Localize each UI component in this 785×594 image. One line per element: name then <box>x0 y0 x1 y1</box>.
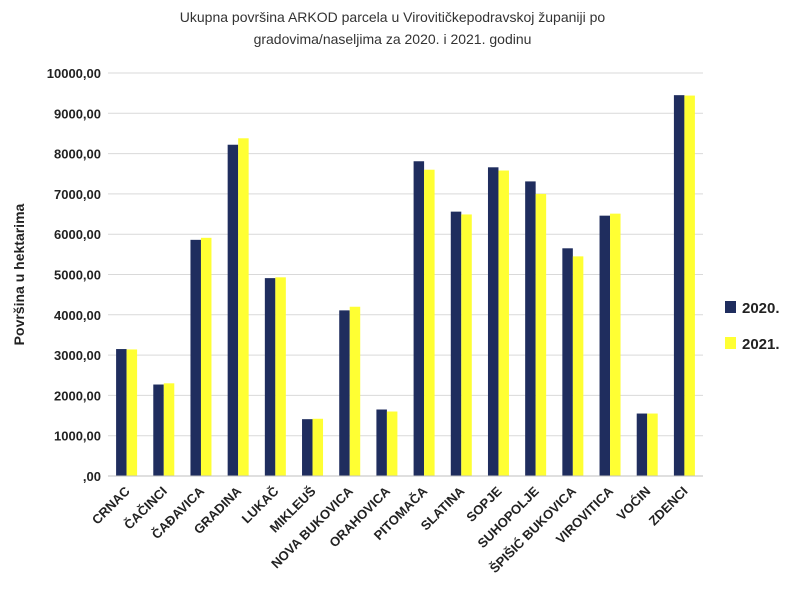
bar-series-1 <box>413 161 425 476</box>
bar-series-2 <box>386 411 398 476</box>
bar-series-1 <box>562 248 573 476</box>
legend-swatch <box>725 301 736 313</box>
y-tick-label: 9000,00 <box>54 106 101 121</box>
y-tick-label: 1000,00 <box>54 429 101 444</box>
bar-series-2 <box>200 237 212 476</box>
bar-series-2 <box>163 383 175 476</box>
y-tick-label: 2000,00 <box>54 388 101 403</box>
y-tick-label: 10000,00 <box>47 66 101 81</box>
legend-label: 2021. <box>742 336 780 353</box>
legend-label: 2020. <box>742 300 780 317</box>
y-axis-label: Površina u hektarima <box>11 203 27 345</box>
bar-series-1 <box>487 167 499 476</box>
bar-series-1 <box>599 215 611 477</box>
bar-series-2 <box>535 193 547 476</box>
bar-series-2 <box>126 349 138 476</box>
y-tick-label: 3000,00 <box>54 348 101 363</box>
bar-series-2 <box>424 169 435 476</box>
y-tick-label: 7000,00 <box>54 187 101 202</box>
bar-series-1 <box>376 409 387 476</box>
bar-series-1 <box>339 310 350 476</box>
bar-series-1 <box>190 239 201 476</box>
bar-series-2 <box>312 418 324 476</box>
bar-series-2 <box>461 214 472 476</box>
bar-series-1 <box>636 413 648 476</box>
bar-series-1 <box>525 181 536 477</box>
x-tick-label: ZDENCI <box>646 484 691 529</box>
bar-series-2 <box>349 306 361 476</box>
bar-series-1 <box>673 95 685 476</box>
bar-series-1 <box>450 211 462 476</box>
bar-series-1 <box>264 278 276 476</box>
bar-series-1 <box>116 349 127 476</box>
y-tick-label: 5000,00 <box>54 268 101 283</box>
y-tick-label: 8000,00 <box>54 147 101 162</box>
y-tick-label: 6000,00 <box>54 227 101 242</box>
bar-series-2 <box>610 213 621 476</box>
y-tick-label: ,00 <box>83 469 101 484</box>
bar-series-2 <box>238 138 249 476</box>
bar-series-2 <box>275 277 286 476</box>
bar-series-2 <box>572 256 584 476</box>
bar-series-1 <box>153 384 164 476</box>
bar-series-2 <box>647 413 658 476</box>
y-tick-label: 4000,00 <box>54 308 101 323</box>
bar-series-2 <box>684 95 695 477</box>
bar-series-1 <box>302 419 313 476</box>
chart-title-line-1: Ukupna površina ARKOD parcela u Viroviti… <box>179 9 606 25</box>
bar-series-2 <box>498 170 509 476</box>
chart-title-line-2: gradovima/naseljima za 2020. i 2021. god… <box>253 31 532 47</box>
legend-swatch <box>725 337 736 349</box>
bar-series-1 <box>227 144 239 476</box>
